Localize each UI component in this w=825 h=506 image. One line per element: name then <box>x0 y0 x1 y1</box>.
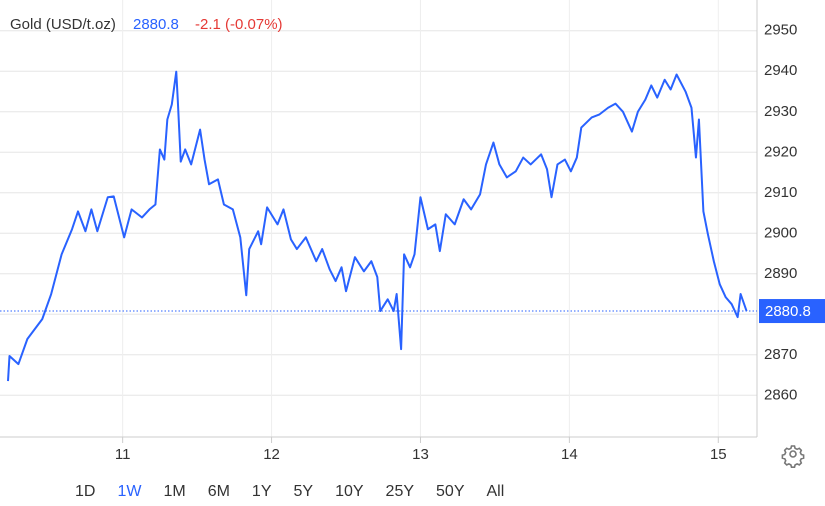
y-tick-label: 2870 <box>764 346 797 363</box>
range-button[interactable]: 5Y <box>293 483 314 500</box>
y-tick-label: 2920 <box>764 143 797 160</box>
y-tick-label: 2900 <box>764 224 797 241</box>
header-price: 2880.8 <box>133 16 179 33</box>
range-button[interactable]: 50Y <box>436 483 465 500</box>
range-button[interactable]: 1M <box>163 483 186 500</box>
price-line <box>7 70 748 382</box>
x-tick-label: 14 <box>561 446 578 463</box>
y-tick-label: 2910 <box>764 184 797 201</box>
x-tick-label: 15 <box>710 446 727 463</box>
x-tick-label: 12 <box>263 446 280 463</box>
y-tick-label: 2890 <box>764 265 797 282</box>
header-change: -2.1 (-0.07%) <box>195 16 283 33</box>
range-button[interactable]: All <box>486 483 505 500</box>
range-button[interactable]: 6M <box>207 483 230 500</box>
chart-title: Gold (USD/t.oz) <box>10 16 116 33</box>
x-tick-label: 13 <box>412 446 429 463</box>
range-button[interactable]: 25Y <box>385 483 415 500</box>
y-tick-label: 2930 <box>764 103 797 120</box>
range-button[interactable]: 10Y <box>335 483 364 500</box>
last-price-tag <box>759 299 825 324</box>
y-tick-label: 2950 <box>764 22 797 39</box>
range-button[interactable]: 1Y <box>251 483 272 500</box>
x-tick-label: 11 <box>115 446 131 463</box>
range-selector: 1D 1W 1M 6M 1Y 5Y 10Y 25Y 50Y All <box>64 480 515 504</box>
settings-icon[interactable] <box>781 445 805 468</box>
y-tick-label: 2860 <box>764 386 797 403</box>
range-button[interactable]: 1D <box>75 483 96 500</box>
range-button[interactable]: 1W <box>117 483 142 500</box>
last-price-label: 2880.8 <box>765 303 811 320</box>
y-tick-label: 2940 <box>764 62 797 79</box>
chart: Gold (USD/t.oz) 2880.8 -2.1 (-0.07%) 286… <box>0 0 825 468</box>
